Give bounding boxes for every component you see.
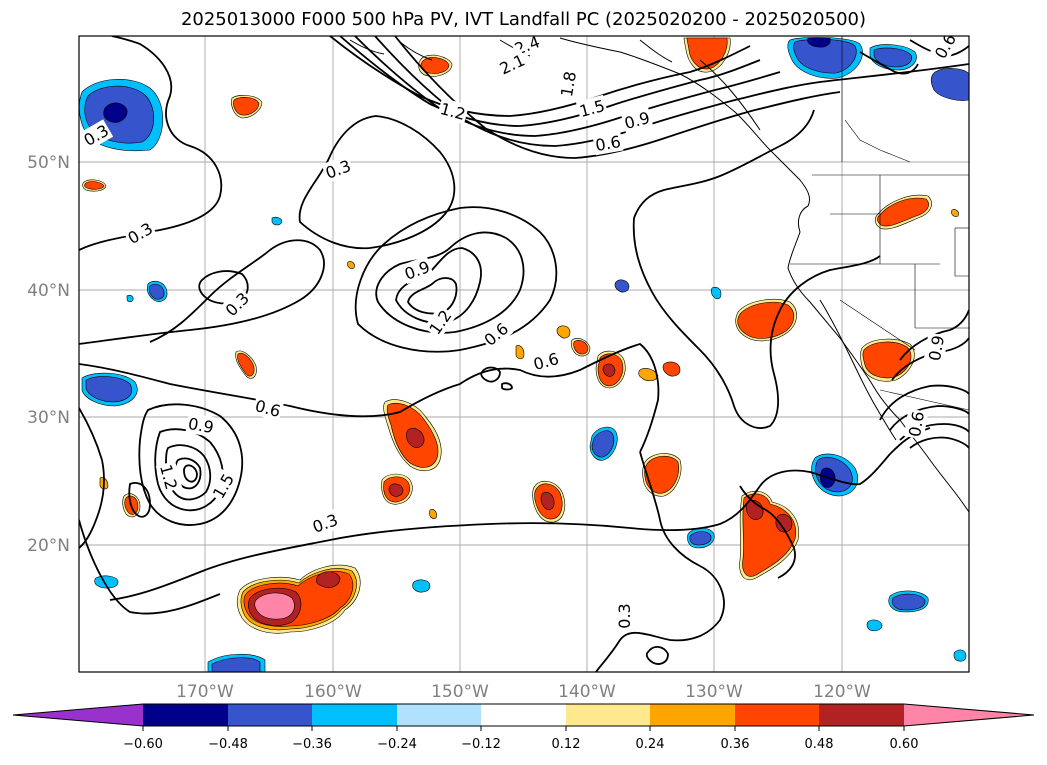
- colorbar-tick-label: 0.48: [805, 737, 834, 752]
- longitude-labels: 170°W 160°W 150°W 140°W 130°W 120°W: [176, 682, 871, 702]
- colorbar-tick-label: −0.12: [461, 737, 501, 752]
- colorbar-bin: [397, 704, 481, 726]
- colorbar-tick-label: −0.36: [292, 737, 332, 752]
- colorbar-bin: [819, 704, 904, 726]
- contour-label: 0.6: [905, 410, 928, 438]
- colorbar-tick-label: 0.60: [890, 737, 919, 752]
- contour-label: 0.6: [594, 132, 622, 155]
- colorbar-tick-label: −0.60: [123, 737, 163, 752]
- lon-label: 160°W: [304, 682, 362, 702]
- contour-label: 0.9: [187, 414, 215, 437]
- lon-label: 150°W: [431, 682, 489, 702]
- colorbar-bin: [481, 704, 566, 726]
- colorbar-bin: [650, 704, 735, 726]
- colorbar-bin: [228, 704, 312, 726]
- contour-label: 0.9: [925, 334, 948, 362]
- colorbar-tick-label: −0.24: [377, 737, 417, 752]
- colorbar-bin: [566, 704, 650, 726]
- contour-label: 0.3: [615, 603, 634, 628]
- map-frame: [78, 35, 970, 673]
- lon-label: 120°W: [813, 682, 871, 702]
- colorbar-tick-label: −0.48: [208, 737, 248, 752]
- coastlines: [349, 37, 969, 513]
- latitude-labels: 50°N 40°N 30°N 20°N: [27, 153, 70, 556]
- lon-label: 170°W: [176, 682, 234, 702]
- lat-label: 50°N: [27, 153, 70, 173]
- lon-label: 130°W: [685, 682, 743, 702]
- lat-label: 20°N: [27, 536, 70, 556]
- gridlines: [79, 36, 969, 672]
- map-title: 2025013000 F000 500 hPa PV, IVT Landfall…: [180, 9, 867, 30]
- pv-contours: [79, 36, 969, 672]
- colorbar-bin: [735, 704, 819, 726]
- pv-positive-shading: [82, 37, 959, 634]
- lat-label: 40°N: [27, 281, 70, 301]
- colorbar-tick-label: 0.12: [552, 737, 581, 752]
- colorbar-under-extension: [13, 704, 143, 726]
- political-borders: [790, 36, 969, 411]
- colorbar-tick-label: 0.36: [721, 737, 750, 752]
- colorbar-tick-label: 0.24: [636, 737, 665, 752]
- colorbar: −0.60 −0.48 −0.36 −0.24 −0.12 0.12 0.24 …: [12, 703, 1035, 752]
- lat-label: 30°N: [27, 408, 70, 428]
- map-plot-area: 2.4 2.1 1.8 1.5 1.2 0.9 0.6 0.6 0.3 0.3 …: [79, 36, 969, 672]
- contour-label: 1.8: [557, 70, 580, 98]
- pv-negative-shading: [79, 37, 969, 672]
- colorbar-over-extension: [904, 704, 1034, 726]
- colorbar-bin: [312, 704, 397, 726]
- colorbar-bin: [143, 704, 228, 726]
- lon-label: 140°W: [558, 682, 616, 702]
